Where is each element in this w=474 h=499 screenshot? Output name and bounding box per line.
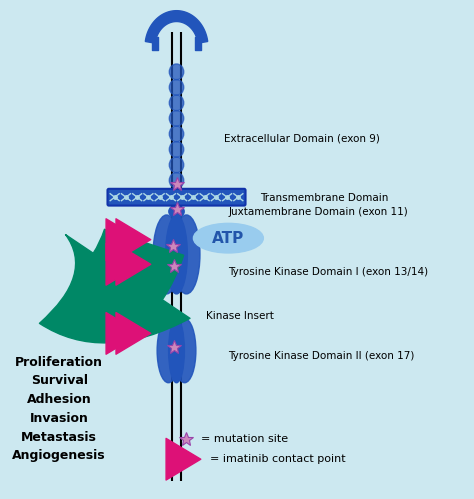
Ellipse shape — [193, 224, 264, 253]
Ellipse shape — [169, 205, 184, 218]
Text: Juxtamembrane Domain (exon 11): Juxtamembrane Domain (exon 11) — [228, 207, 408, 217]
Circle shape — [169, 157, 184, 173]
Text: Kinase Insert: Kinase Insert — [206, 311, 273, 321]
Text: Tyrosine Kinase Domain II (exon 17): Tyrosine Kinase Domain II (exon 17) — [228, 351, 415, 361]
Text: Proliferation: Proliferation — [15, 356, 103, 369]
Text: Angiogenesis: Angiogenesis — [12, 449, 106, 463]
Ellipse shape — [166, 215, 187, 294]
Circle shape — [169, 173, 184, 188]
FancyArrowPatch shape — [166, 439, 201, 480]
FancyBboxPatch shape — [108, 189, 246, 206]
Circle shape — [169, 126, 184, 142]
Ellipse shape — [153, 215, 180, 294]
Text: = imatinib contact point: = imatinib contact point — [210, 454, 346, 464]
Polygon shape — [146, 10, 208, 43]
Circle shape — [169, 95, 184, 111]
Circle shape — [169, 64, 184, 80]
FancyArrowPatch shape — [106, 312, 141, 354]
Text: Invasion: Invasion — [30, 412, 89, 425]
FancyArrowPatch shape — [116, 244, 151, 285]
Text: Transmembrane Domain: Transmembrane Domain — [260, 193, 388, 203]
Text: Tyrosine Kinase Domain I (exon 13/14): Tyrosine Kinase Domain I (exon 13/14) — [228, 266, 428, 277]
Text: Adhesion: Adhesion — [27, 393, 91, 406]
FancyArrowPatch shape — [39, 230, 190, 343]
Ellipse shape — [173, 215, 200, 294]
Circle shape — [169, 110, 184, 126]
Text: = mutation site: = mutation site — [201, 435, 289, 445]
FancyArrowPatch shape — [116, 219, 151, 260]
Ellipse shape — [173, 318, 196, 383]
FancyArrowPatch shape — [106, 244, 141, 285]
Text: Survival: Survival — [31, 374, 88, 387]
Text: Metastasis: Metastasis — [21, 431, 97, 444]
Circle shape — [169, 79, 184, 95]
FancyArrowPatch shape — [106, 219, 141, 260]
Ellipse shape — [169, 318, 184, 383]
Text: Extracellular Domain (exon 9): Extracellular Domain (exon 9) — [224, 133, 380, 144]
Circle shape — [169, 142, 184, 157]
Text: ATP: ATP — [212, 231, 245, 246]
Ellipse shape — [157, 318, 180, 383]
FancyArrowPatch shape — [116, 312, 151, 354]
Ellipse shape — [171, 314, 182, 323]
